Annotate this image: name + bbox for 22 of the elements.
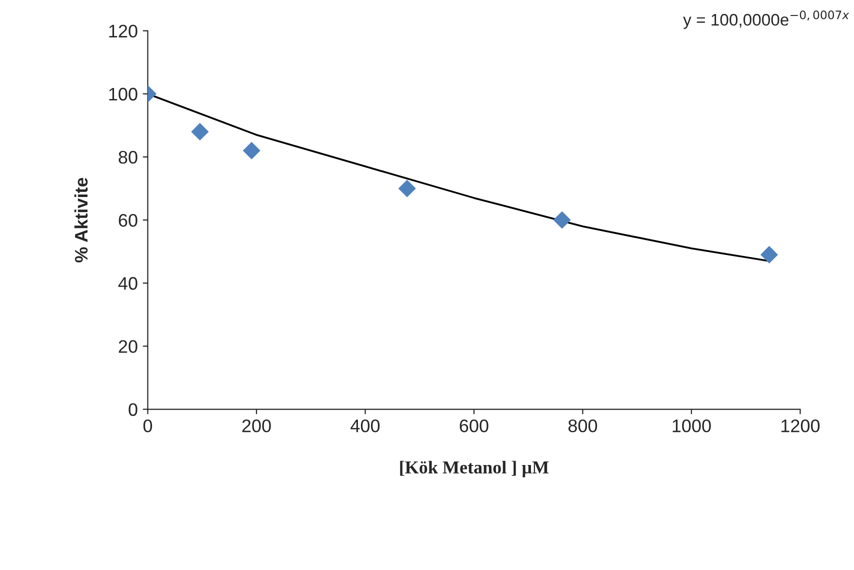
x-tick-label: 1200 [781, 419, 820, 432]
y-tick-label: 80 [118, 150, 138, 164]
x-axis-title: [Kök Metanol ] µM [400, 460, 549, 478]
point [398, 180, 416, 198]
x-tick-label: 1000 [672, 419, 711, 432]
y-tick-label: 100 [109, 88, 138, 101]
y-axis-title: % Aktivite [74, 178, 88, 262]
y-tick-label: 120 [109, 24, 138, 38]
point [191, 122, 209, 140]
point [242, 142, 260, 160]
point [553, 211, 571, 229]
point [760, 246, 778, 264]
x-tick-label: 200 [242, 419, 271, 432]
x-tick-label: 600 [460, 419, 488, 432]
y-tick-label: 20 [118, 340, 138, 353]
x-tick-label: 400 [350, 419, 380, 432]
y-tick-label: 0 [128, 403, 138, 416]
y-tick-label: 60 [118, 214, 138, 227]
x-tick-label: 0 [143, 419, 152, 432]
y-tick-label: 40 [118, 277, 138, 290]
x-tick-label: 800 [568, 419, 598, 432]
text: y = 100,0000e$^{−0,0007x}$ [683, 10, 850, 29]
